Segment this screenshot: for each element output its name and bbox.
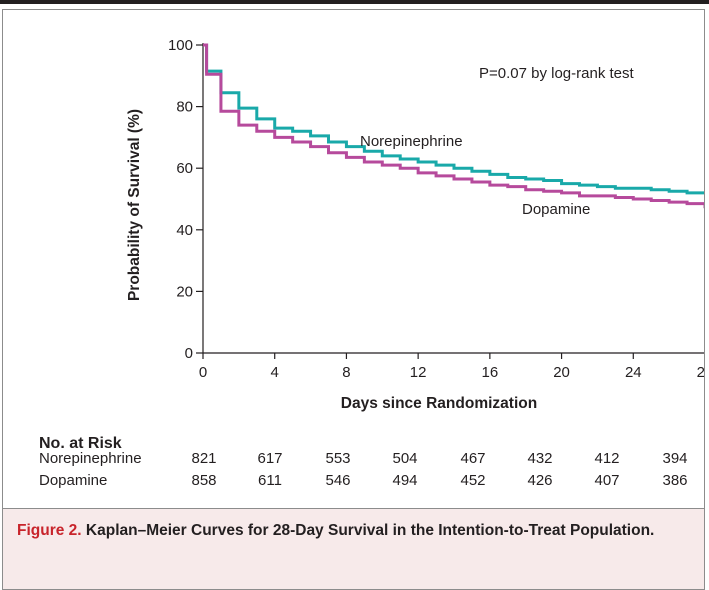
caption-label: Figure 2.: [17, 522, 82, 539]
y-axis-label: Probability of Survival (%): [126, 109, 143, 301]
figure-caption: Figure 2. Kaplan–Meier Curves for 28-Day…: [2, 509, 705, 590]
risk-value: 504: [392, 450, 418, 467]
risk-value: 546: [325, 472, 351, 489]
risk-table-title: No. at Risk: [39, 435, 122, 452]
risk-value: 412: [594, 450, 620, 467]
chart-panel: 0 20 40 60 80 100 0 4 8 12 16 20 24 28 Probability of…: [2, 9, 709, 509]
caption-text: Kaplan–Meier Curves for 28-Day Survival …: [85, 522, 655, 539]
y-tick-label: 80: [176, 99, 193, 116]
series-label-norepinephrine: Norepinephrine: [360, 133, 463, 150]
risk-value: 553: [325, 450, 351, 467]
risk-value: 452: [460, 472, 486, 489]
series-label-dopamine: Dopamine: [522, 201, 590, 218]
risk-value: 426: [527, 472, 553, 489]
series-layer: [203, 43, 707, 209]
x-tick-label: 4: [271, 364, 279, 381]
axes: 0 20 40 60 80 100 0 4 8 12 16 20 24 28: [168, 37, 709, 381]
risk-value: 858: [191, 472, 217, 489]
risk-value: 494: [392, 472, 418, 489]
risk-value: 617: [257, 450, 283, 467]
survival-curve-norepinephrine: [203, 43, 707, 195]
risk-row-label: Dopamine: [39, 472, 108, 489]
risk-value: 467: [460, 450, 486, 467]
y-tick-label: 0: [185, 345, 193, 362]
risk-value: 821: [191, 450, 217, 467]
risk-value: 407: [594, 472, 620, 489]
x-tick-label: 20: [553, 364, 570, 381]
survival-chart: 0 20 40 60 80 100 0 4 8 12 16 20 24 28 Probability of…: [126, 37, 709, 412]
risk-value: 394: [662, 450, 688, 467]
risk-value: 432: [527, 450, 553, 467]
y-tick-label: 60: [176, 160, 193, 177]
x-tick-label: 12: [410, 364, 427, 381]
y-tick-label: 20: [176, 283, 193, 300]
x-tick-label: 0: [199, 364, 207, 381]
y-tick-label: 40: [176, 222, 193, 239]
risk-value: 386: [662, 472, 688, 489]
p-value-annotation: P=0.07 by log-rank test: [479, 65, 635, 82]
risk-value: 611: [258, 472, 282, 489]
x-tick-label: 8: [342, 364, 350, 381]
top-rule: [0, 0, 709, 4]
risk-row-label: Norepinephrine: [39, 450, 142, 467]
survival-curve-dopamine: [203, 43, 707, 209]
x-tick-label: 24: [625, 364, 642, 381]
x-tick-label: 16: [482, 364, 499, 381]
x-tick-label: 28: [697, 364, 704, 381]
x-axis-label: Days since Randomization: [341, 395, 537, 412]
y-tick-label: 100: [168, 37, 193, 54]
